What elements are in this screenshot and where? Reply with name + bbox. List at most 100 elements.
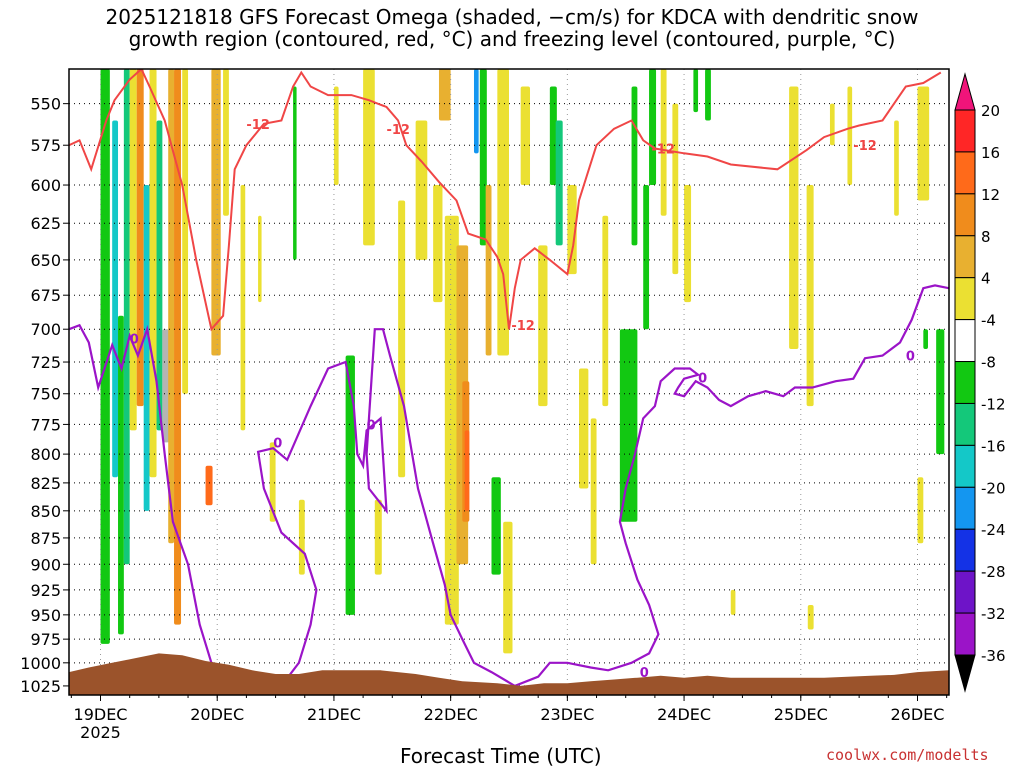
omega-cell: [363, 69, 375, 246]
colorbar-segment: [954, 612, 976, 656]
colorbar-label: 8: [981, 228, 991, 246]
omega-cell: [579, 368, 589, 489]
omega-cell: [602, 215, 609, 407]
colorbar-segment: [954, 361, 976, 404]
omega-cell: [520, 86, 531, 186]
omega-cell: [345, 355, 355, 615]
omega-cell: [123, 69, 130, 565]
omega-cell: [211, 69, 221, 356]
x-tick-label: 24DEC: [657, 705, 711, 724]
x-tick-label: 23DEC: [540, 705, 594, 724]
omega-cell: [693, 69, 699, 113]
chart-title: 2025121818 GFS Forecast Omega (shaded, −…: [0, 6, 1024, 50]
freezing-contour-label: 0: [367, 418, 376, 433]
x-tick-label: 19DEC: [74, 705, 128, 724]
omega-cell: [438, 69, 451, 121]
omega-cell: [240, 185, 246, 431]
colorbar-segment: [954, 402, 976, 446]
colorbar-label: -12: [981, 395, 1006, 413]
freezing-contour-label: 0: [698, 371, 707, 386]
dgz-contour-line: [69, 69, 942, 332]
omega-cell: [503, 521, 513, 654]
omega-cell: [298, 499, 305, 575]
x-axis-label: Forecast Time (UTC): [400, 744, 602, 768]
omega-cell: [333, 86, 339, 186]
colorbar-segment: [954, 109, 976, 153]
omega-cell: [464, 430, 470, 511]
omega-cell: [473, 69, 479, 154]
omega-cell: [917, 86, 930, 201]
omega-cell: [162, 329, 170, 443]
omega-cell: [807, 604, 814, 630]
y-tick-label: 750: [30, 385, 61, 404]
y-tick-label: 950: [30, 606, 61, 625]
omega-cell: [619, 329, 638, 522]
omega-cell: [643, 185, 650, 330]
y-tick-label: 625: [30, 214, 61, 233]
freezing-contour-label: 0: [640, 666, 649, 681]
omega-cell: [631, 86, 638, 246]
y-tick-label: 850: [30, 502, 61, 521]
y-tick-label: 725: [30, 353, 61, 372]
omega-cell: [112, 120, 119, 478]
colorbar-label: -20: [981, 479, 1006, 497]
omega-cell: [433, 185, 443, 303]
terrain-fill: [69, 653, 949, 695]
colorbar-label: -4: [981, 312, 996, 330]
omega-cell: [894, 120, 899, 216]
omega-cell: [923, 329, 928, 350]
omega-cell: [143, 185, 150, 511]
omega-cell: [479, 69, 487, 246]
colorbar-bottom-arrow: [954, 654, 976, 693]
omega-cell: [555, 120, 563, 246]
x-tick-sublabel: 2025: [80, 723, 121, 742]
omega-cell: [223, 69, 229, 216]
colorbar-segment: [954, 444, 976, 488]
colorbar-top-arrow: [954, 72, 976, 111]
colorbar-label: -8: [981, 354, 996, 372]
freezing-contour-label: 0: [906, 350, 915, 365]
y-tick-label: 825: [30, 474, 61, 493]
y-tick-label: 600: [30, 176, 61, 195]
colorbar-segment: [954, 235, 976, 279]
x-tick-label: 21DEC: [307, 705, 361, 724]
omega-cell: [129, 69, 137, 431]
terrain: [69, 653, 949, 695]
omega-cell: [917, 477, 924, 544]
colorbar-label: 12: [981, 186, 1000, 204]
omega-cell: [549, 86, 557, 186]
colorbar-segment: [954, 486, 976, 530]
colorbar-label: 20: [981, 102, 1000, 120]
y-tick-label: 650: [30, 251, 61, 270]
omega-cell: [156, 120, 163, 431]
y-tick-label: 800: [30, 445, 61, 464]
y-tick-label: 675: [30, 286, 61, 305]
omega-cell: [847, 86, 853, 186]
y-tick-label: 775: [30, 415, 61, 434]
colorbar-segment: [954, 319, 976, 363]
colorbar-label: 4: [981, 270, 991, 288]
omega-cell: [136, 69, 144, 407]
omega-cell: [374, 499, 382, 575]
colorbar: 20 16 12 8 4 -4 -8 -12 -16 -20 -24 -28 -32 -36: [954, 72, 1006, 693]
omega-cell: [182, 69, 189, 394]
colorbar-segment: [954, 528, 976, 572]
omega-cell: [100, 69, 110, 644]
y-tick-label: 900: [30, 555, 61, 574]
colorbar-segment: [954, 570, 976, 614]
omega-cell: [538, 245, 548, 407]
omega-cell: [415, 120, 428, 260]
source-credit[interactable]: coolwx.com/modelts: [826, 746, 989, 764]
y-tick-label: 875: [30, 529, 61, 548]
omega-cell: [205, 465, 213, 506]
freezing-contour-label: 0: [130, 333, 139, 348]
colorbar-label: -16: [981, 437, 1006, 455]
y-tick-label: 575: [30, 136, 61, 155]
omega-cell: [398, 200, 406, 478]
colorbar-segment: [954, 277, 976, 321]
omega-cell: [567, 185, 577, 275]
y-tick-label: 550: [30, 95, 61, 114]
axes: 550 575 600 625 650 675 700 725 750 775 800 825 850 8…: [20, 68, 950, 742]
omega-cell: [590, 418, 597, 565]
